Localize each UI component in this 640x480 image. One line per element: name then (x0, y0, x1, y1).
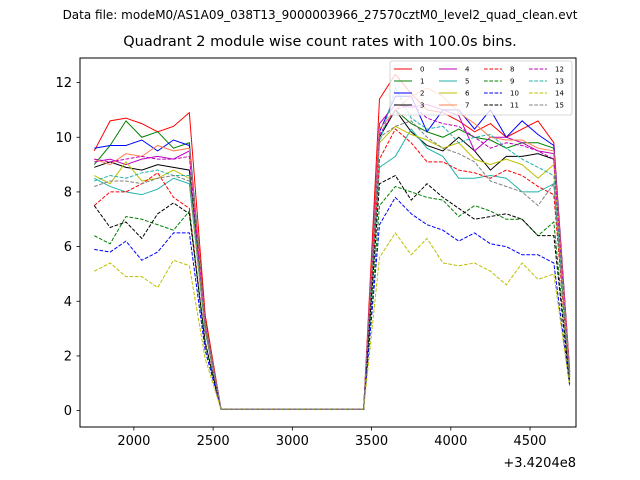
legend-label-8: 8 (510, 66, 514, 74)
x-tick-label: 3000 (276, 434, 309, 449)
series-line-3 (94, 109, 571, 410)
series-line-5 (94, 128, 571, 410)
legend-label-11: 11 (510, 102, 519, 110)
y-tick-label: 10 (55, 131, 72, 146)
x-tick-label: 4500 (513, 434, 546, 449)
x-tick-label: 2000 (117, 434, 150, 449)
legend-label-14: 14 (555, 90, 564, 98)
y-tick-label: 2 (64, 349, 72, 364)
legend-label-13: 13 (555, 78, 564, 86)
y-tick-label: 12 (55, 76, 72, 91)
series-line-9 (94, 185, 571, 410)
y-tick-label: 6 (64, 240, 72, 255)
y-tick-label: 4 (64, 295, 72, 310)
series-line-14 (94, 232, 571, 410)
legend-label-10: 10 (510, 90, 519, 98)
legend-label-1: 1 (420, 78, 424, 86)
y-tick-label: 0 (64, 404, 72, 419)
legend-label-15: 15 (555, 102, 564, 110)
series-line-11 (93, 174, 571, 410)
series-line-1 (93, 109, 571, 410)
series-line-8 (93, 128, 571, 410)
legend-label-3: 3 (420, 102, 424, 110)
x-tick-label: 2500 (197, 434, 230, 449)
legend-label-12: 12 (555, 66, 564, 74)
legend-label-5: 5 (465, 78, 469, 86)
series-line-6 (94, 125, 571, 410)
series-line-7 (94, 87, 571, 410)
series-line-15 (94, 120, 571, 410)
legend-label-7: 7 (465, 102, 469, 110)
series-line-10 (94, 196, 571, 410)
series-line-2 (94, 95, 571, 410)
x-tick-label: 3500 (355, 434, 388, 449)
series-line-13 (94, 86, 571, 410)
legend-label-2: 2 (420, 90, 424, 98)
y-tick-label: 8 (64, 185, 72, 200)
legend-label-4: 4 (465, 66, 470, 74)
series-layer (93, 73, 571, 410)
supertitle: Data file: modeM0/AS1A09_038T13_90000039… (62, 8, 578, 22)
chart-title: Quadrant 2 module wise count rates with … (123, 34, 517, 50)
legend-label-0: 0 (420, 66, 424, 74)
legend-label-6: 6 (465, 90, 470, 98)
axes-frame (79, 57, 577, 428)
legend-label-9: 9 (510, 78, 514, 86)
legend-box (389, 60, 573, 116)
x-offset-label: +3.4204e8 (503, 456, 576, 471)
x-tick-label: 4000 (434, 434, 467, 449)
series-line-12 (94, 103, 571, 410)
series-line-4 (94, 103, 571, 410)
